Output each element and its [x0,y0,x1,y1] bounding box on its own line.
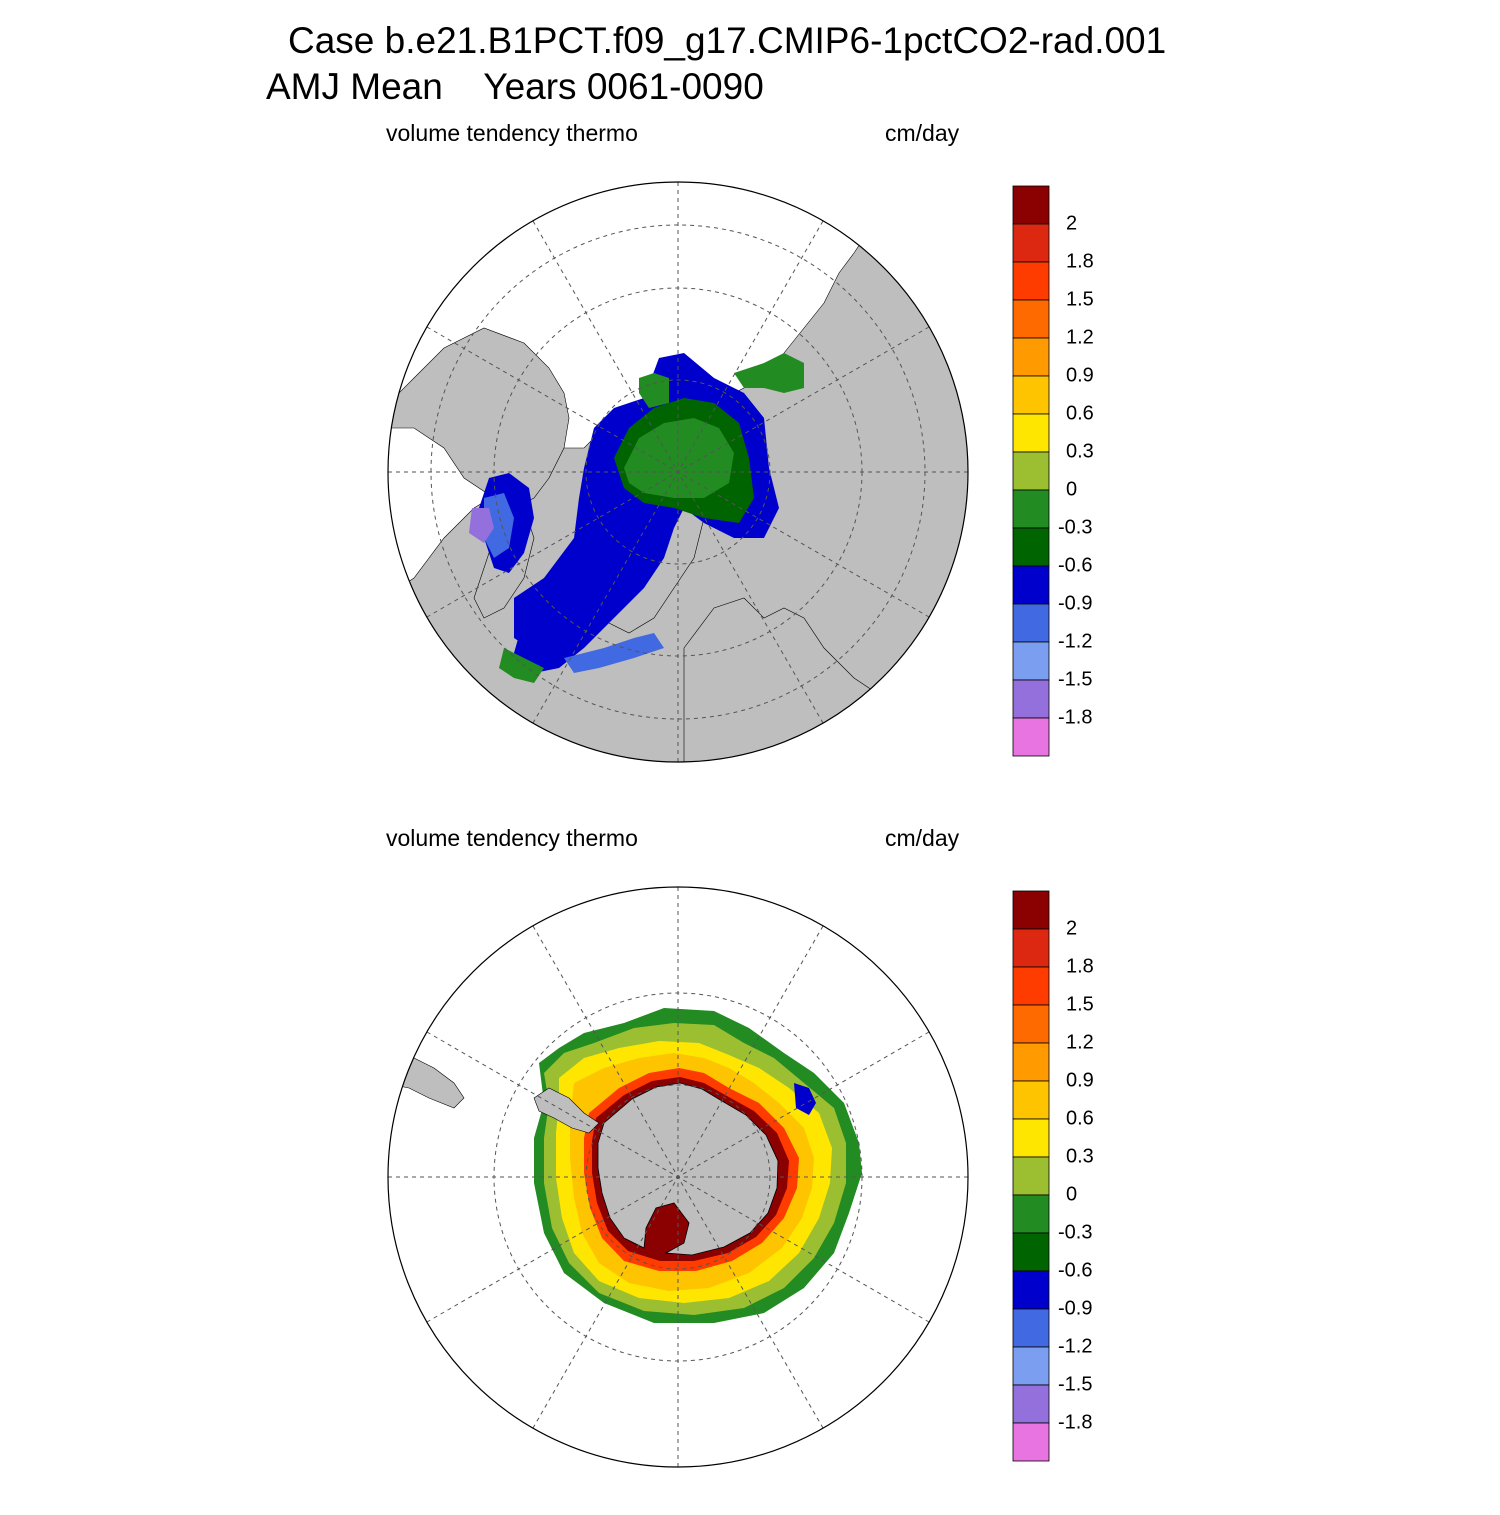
arctic-colorbar-swatch [1012,223,1050,263]
arctic-colorbar-tick-label: -0.3 [1058,516,1093,539]
antarctic-colorbar-swatch [1012,1232,1050,1272]
antarctic-colorbar-swatch [1012,928,1050,968]
arctic-map [387,181,969,763]
arctic-colorbar-tick-label: 0.3 [1066,440,1094,463]
antarctic-colorbar-swatch [1012,1270,1050,1310]
antarctic-colorbar-swatch [1012,1080,1050,1120]
antarctic-colorbar-swatch [1012,966,1050,1006]
antarctic-colorbar-swatch [1012,1346,1050,1386]
antarctic-graticule [388,887,968,1467]
arctic-colorbar-swatch [1012,451,1050,491]
arctic-colorbar-tick-label: -0.9 [1058,592,1093,615]
antarctic-map [387,886,969,1468]
antarctic-colorbar-tick-label: 1.5 [1066,993,1094,1016]
arctic-colorbar-swatch [1012,489,1050,529]
arctic-variable-label: volume tendency thermo [386,120,638,146]
antarctic-colorbar-swatch [1012,1042,1050,1082]
arctic-map-border [387,181,969,763]
antarctic-units-label: cm/day [885,825,960,851]
arctic-colorbar-labels: 2 1.8 1.5 1.2 0.9 0.6 0.3 0 -0.3 -0.6 -0.9 -1.2 -1.5… [1058,185,1118,755]
antarctic-colorbar-swatch [1012,1004,1050,1044]
arctic-hudson-violet [469,508,494,543]
antarctic-colorbar-swatch [1012,890,1050,930]
arctic-hudson-lightblue [484,493,514,558]
antarctic-colorbar-tick-label: 0.9 [1066,1069,1094,1092]
antarctic-colorbar-tick-label: -0.6 [1058,1259,1093,1282]
antarctic-colorbar-labels: 2 1.8 1.5 1.2 0.9 0.6 0.3 0 -0.3 -0.6 -0.9 -1.2 -1.5… [1058,890,1118,1460]
antarctic-colorbar-swatch [1012,1194,1050,1234]
antarctic-colorbar-tick-label: -1.8 [1058,1411,1093,1434]
antarctic-colorbar-swatch [1012,1308,1050,1348]
arctic-colorbar [1012,185,1050,757]
antarctic-colorbar-tick-label: 1.8 [1066,955,1094,978]
arctic-graticule [388,182,968,762]
arctic-colorbar-swatch [1012,641,1050,681]
arctic-colorbar-tick-label: 0.6 [1066,402,1094,425]
antarctic-colorbar-tick-label: 0 [1066,1183,1078,1206]
arctic-colorbar-swatch [1012,603,1050,643]
antarctic-weddell-blue [794,1083,816,1115]
arctic-panel: volume tendency thermo cm/day [0,110,1500,810]
antarctic-colorbar-tick-label: -0.3 [1058,1221,1093,1244]
antarctic-colorbar-swatch [1012,1384,1050,1424]
arctic-labrador-band [514,508,634,648]
antarctic-variable-label: volume tendency thermo [386,825,638,851]
antarctic-colorbar-tick-label: 0.6 [1066,1107,1094,1130]
antarctic-panel: volume tendency thermo cm/day [0,815,1500,1515]
arctic-colorbar-tick-label: 1.5 [1066,288,1094,311]
arctic-colorbar-tick-label: 0.9 [1066,364,1094,387]
antarctic-map-border [387,886,969,1468]
arctic-colorbar-swatch [1012,261,1050,301]
antarctic-colorbar-tick-label: -0.9 [1058,1297,1093,1320]
antarctic-colorbar-swatch [1012,1118,1050,1158]
antarctic-colorbar-tick-label: -1.5 [1058,1373,1093,1396]
arctic-colorbar-swatch [1012,337,1050,377]
arctic-colorbar-tick-label: -1.8 [1058,706,1093,729]
antarctic-colorbar-tick-label: 0.3 [1066,1145,1094,1168]
antarctic-colorbar-tick-label: 1.2 [1066,1031,1094,1054]
antarctic-colorbar [1012,890,1050,1462]
arctic-colorbar-swatch [1012,413,1050,453]
arctic-colorbar-swatch [1012,299,1050,339]
antarctic-colorbar-tick-label: 2 [1066,917,1078,940]
arctic-colorbar-swatch [1012,679,1050,719]
arctic-units-label: cm/day [885,120,960,146]
antarctic-colorbar-swatch [1012,1156,1050,1196]
arctic-colorbar-swatch [1012,565,1050,605]
figure-title-period: AMJ Mean Years 0061-0090 [266,66,764,107]
arctic-bering-green [734,353,804,393]
arctic-colorbar-swatch [1012,527,1050,567]
figure-title-case: Case b.e21.B1PCT.f09_g17.CMIP6-1pctCO2-r… [288,20,1167,61]
arctic-colorbar-swatch [1012,185,1050,225]
antarctica-land [597,1082,779,1256]
arctic-colorbar-tick-label: -1.5 [1058,668,1093,691]
arctic-colorbar-tick-label: 1.8 [1066,250,1094,273]
arctic-colorbar-tick-label: 2 [1066,212,1078,235]
arctic-barents-lightblue [564,633,664,673]
antarctic-colorbar-swatch [1012,1422,1050,1462]
arctic-colorbar-tick-label: 0 [1066,478,1078,501]
arctic-central-green [624,418,734,498]
arctic-colorbar-tick-label: 1.2 [1066,326,1094,349]
arctic-colorbar-tick-label: -1.2 [1058,630,1093,653]
arctic-labrador-green [499,648,544,683]
antarctic-colorbar-tick-label: -1.2 [1058,1335,1093,1358]
arctic-colorbar-swatch [1012,375,1050,415]
arctic-colorbar-tick-label: -0.6 [1058,554,1093,577]
arctic-colorbar-swatch [1012,717,1050,757]
